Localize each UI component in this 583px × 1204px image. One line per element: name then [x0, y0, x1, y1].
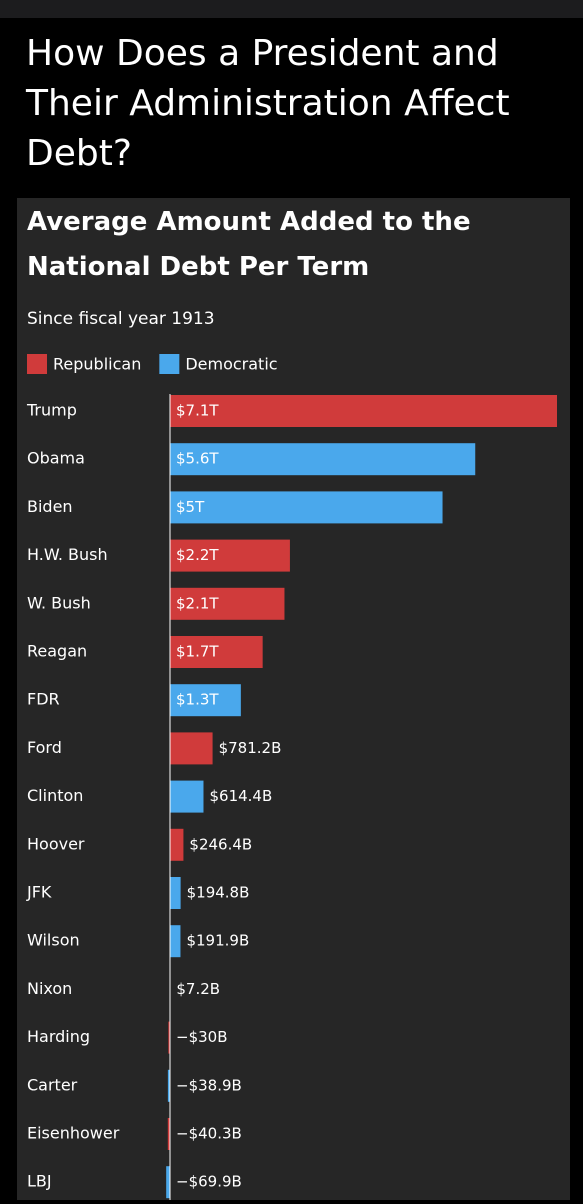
value-label: $191.9B — [186, 932, 249, 950]
value-label: −$69.9B — [176, 1173, 242, 1191]
category-label: FDR — [27, 690, 60, 709]
bar — [170, 828, 184, 861]
value-label: $2.2T — [176, 546, 219, 564]
bar — [166, 1166, 170, 1199]
value-label: $1.7T — [176, 643, 219, 661]
legend-label: Democratic — [185, 355, 277, 374]
bar — [170, 539, 290, 572]
category-label: Wilson — [27, 931, 80, 950]
category-label: JFK — [26, 883, 52, 902]
legend-swatch — [27, 354, 47, 374]
category-label: Trump — [26, 401, 77, 420]
bar — [168, 1021, 170, 1054]
bar — [170, 587, 285, 620]
value-label: $5T — [176, 498, 205, 516]
value-label: $246.4B — [189, 835, 252, 853]
category-label: H.W. Bush — [27, 545, 108, 564]
category-label: Ford — [27, 738, 62, 757]
value-label: $5.6T — [176, 450, 219, 468]
value-label: $7.2B — [176, 980, 220, 998]
value-label: −$30B — [176, 1028, 228, 1046]
value-label: $194.8B — [187, 884, 250, 902]
bar — [170, 780, 204, 813]
bar — [167, 1118, 170, 1150]
value-label: −$40.3B — [176, 1125, 242, 1143]
category-label: Hoover — [27, 834, 85, 853]
value-label: −$38.9B — [176, 1076, 242, 1094]
value-label: $2.1T — [176, 594, 219, 612]
bar — [170, 491, 443, 524]
chart-title: Average Amount Added to the National Debt… — [27, 207, 471, 282]
category-label: Nixon — [27, 979, 72, 998]
category-label: Biden — [27, 497, 73, 516]
bar — [167, 1069, 170, 1102]
bar — [170, 684, 241, 717]
category-label: Eisenhower — [27, 1124, 120, 1143]
value-label: $1.3T — [176, 691, 219, 709]
category-label: Clinton — [27, 786, 83, 805]
page-title: How Does a President and Their Administra… — [25, 33, 510, 174]
category-label: Obama — [27, 449, 85, 468]
value-label: $614.4B — [209, 787, 272, 805]
bar — [170, 443, 476, 476]
chart-subtitle: Since fiscal year 1913 — [27, 309, 215, 329]
bar — [170, 925, 181, 958]
legend-swatch — [159, 354, 180, 374]
legend-label: Republican — [53, 355, 141, 374]
category-label: W. Bush — [27, 593, 91, 612]
bar — [170, 732, 213, 765]
top-bar — [0, 0, 583, 18]
bar — [170, 877, 181, 909]
category-label: LBJ — [27, 1172, 52, 1191]
bar — [170, 395, 557, 427]
category-label: Reagan — [27, 642, 87, 661]
category-label: Harding — [27, 1027, 90, 1046]
category-label: Carter — [27, 1075, 78, 1094]
value-label: $781.2B — [219, 739, 282, 757]
chart-panel — [17, 198, 570, 1200]
value-label: $7.1T — [176, 402, 219, 420]
bar — [170, 636, 263, 668]
